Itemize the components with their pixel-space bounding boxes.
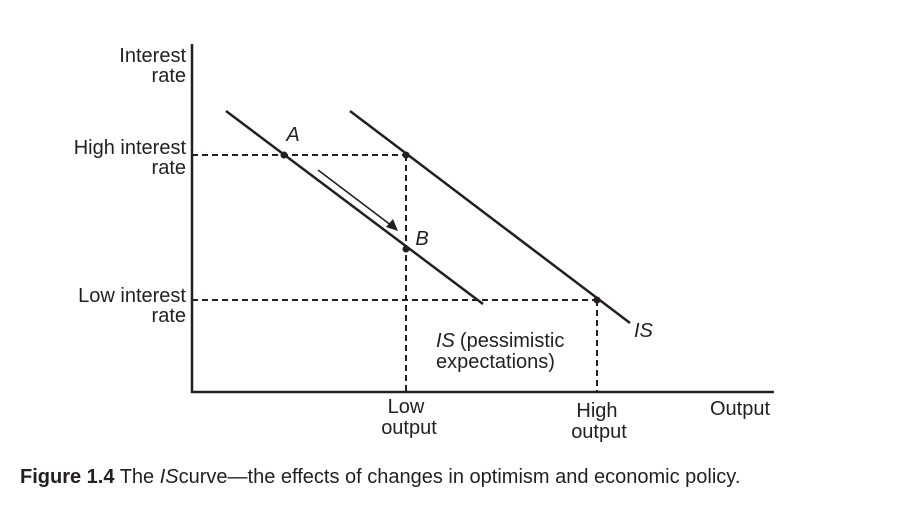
is-curve: [349, 110, 631, 324]
pessimistic-is-term: IS: [436, 330, 456, 352]
high-rate-label-line1: High interest: [74, 137, 187, 159]
point-a-marker: [280, 151, 288, 159]
caption-text-post: curve—the effects of changes in optimism…: [178, 466, 741, 488]
is-curve-pessimistic: [225, 110, 484, 305]
point-b-marker: [402, 245, 410, 253]
low-output-label-line1: Low: [388, 396, 425, 418]
caption-text-pre: The: [119, 466, 155, 488]
pessimistic-is-label-line1: IS (pessimistic: [436, 330, 564, 352]
low-output-label-line2: output: [381, 417, 437, 439]
movement-arrow-shaft: [317, 169, 393, 227]
movement-arrow-head: [386, 219, 398, 231]
y-axis-title-line2: rate: [152, 65, 186, 87]
low-rate-label-line1: Low interest: [78, 285, 186, 307]
y-axis-title-line1: Interest: [119, 45, 186, 67]
high-output-label-line1: High: [576, 400, 617, 422]
figure-caption: Figure 1.4 The IScurve—the effects of ch…: [20, 466, 740, 489]
caption-is-term: IS: [159, 466, 179, 488]
high-rate-label-line2: rate: [152, 157, 186, 179]
point-b-label: B: [415, 228, 428, 250]
low-rate-label-line2: rate: [152, 305, 186, 327]
pessimistic-is-rest: (pessimistic: [460, 330, 564, 352]
high-output-label-line2: output: [571, 421, 627, 443]
pessimistic-is-label-line2: expectations): [436, 351, 555, 373]
caption-figure-number: Figure 1.4: [20, 466, 115, 488]
high-output-high-rate-marker: [402, 151, 410, 159]
x-axis-title: Output: [710, 398, 770, 420]
is-curve-label: IS: [634, 320, 654, 342]
high-output-low-rate-marker: [593, 296, 601, 304]
point-a-label: A: [285, 124, 299, 146]
